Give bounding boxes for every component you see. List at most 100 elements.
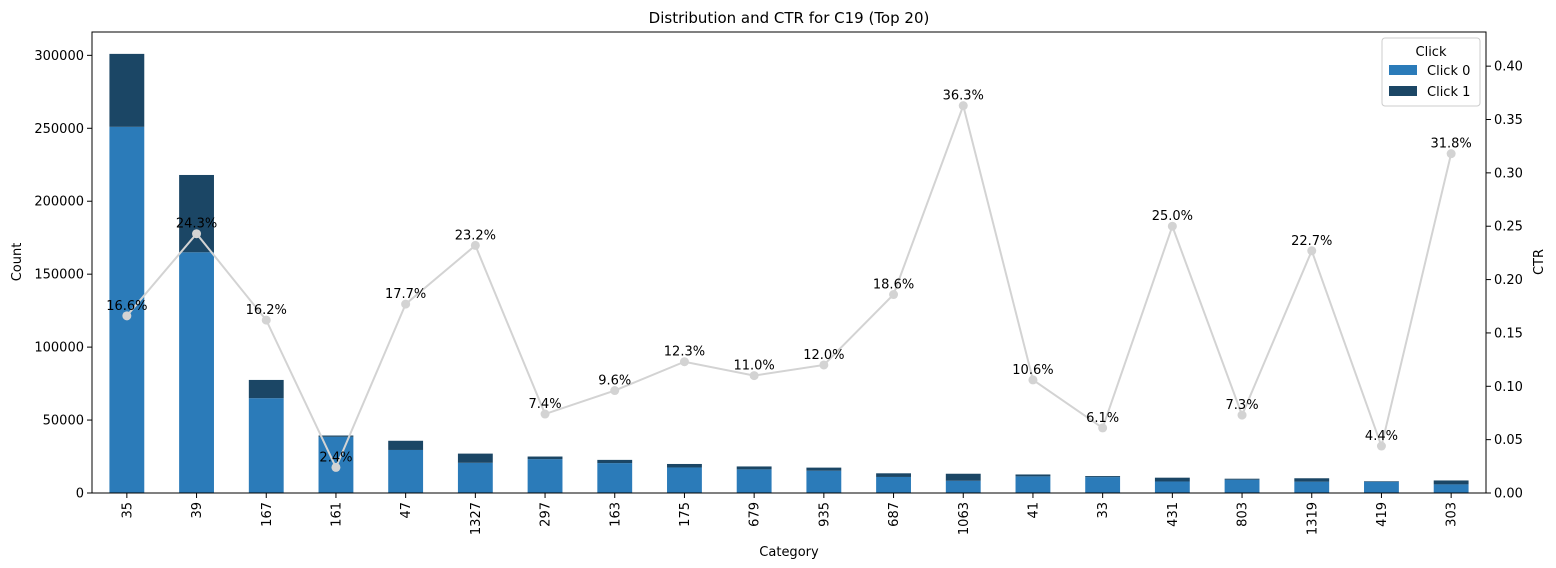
ctr-point-1327 (470, 240, 480, 250)
bar-35-click-1 (109, 53, 145, 127)
ctr-label-687: 18.6% (873, 278, 914, 293)
bar-47-click-1 (388, 440, 424, 450)
y-tick-label-100000: 100000 (34, 341, 84, 356)
legend-title: Click (1416, 45, 1447, 60)
bar-175-click-1 (667, 463, 702, 468)
bar-679-click-0 (736, 469, 772, 493)
y2-tick-label-0.3: 0.30 (1494, 166, 1523, 181)
x-tick-label-303: 303 (1445, 502, 1460, 527)
x-tick-label-175: 175 (678, 502, 693, 527)
bar-1319-click-1 (1294, 478, 1330, 482)
bar-41-click-0 (1015, 476, 1051, 493)
y2-tick-label-0.2: 0.20 (1494, 273, 1523, 288)
ctr-label-47: 17.7% (385, 287, 426, 302)
y-tick-label-50000: 50000 (43, 414, 84, 429)
ctr-label-1327: 23.2% (455, 228, 496, 243)
y2-tick-label-0.25: 0.25 (1494, 220, 1523, 235)
ctr-point-1319 (1307, 246, 1317, 256)
plot-frame (91, 31, 1487, 494)
bar-47-click-0 (388, 449, 424, 493)
ctr-point-41 (1028, 375, 1038, 385)
ctr-label-167: 16.2% (246, 303, 287, 318)
ctr-label-39: 24.3% (176, 217, 217, 232)
bar-687-click-0 (876, 476, 911, 493)
bar-419-click-0 (1364, 481, 1399, 493)
legend-label-click-1: Click 1 (1427, 85, 1470, 100)
y-tick-label-300000: 300000 (34, 49, 84, 64)
bar-175-click-0 (667, 467, 702, 493)
ctr-point-303 (1446, 149, 1456, 159)
ctr-label-175: 12.3% (664, 345, 705, 360)
x-tick-label-41: 41 (1026, 502, 1041, 519)
bar-167-click-0 (248, 398, 284, 493)
y2-tick-label-0: 0.00 (1494, 487, 1523, 502)
y-tick-label-0: 0 (76, 487, 84, 502)
x-axis-label: Category (759, 545, 819, 560)
chart-title: Distribution and CTR for C19 (Top 20) (649, 9, 930, 27)
x-tick-label-161: 161 (329, 502, 344, 527)
legend: Click Click 0 Click 1 (1381, 37, 1481, 107)
ctr-label-41: 10.6% (1012, 363, 1053, 378)
x-tick-label-679: 679 (748, 502, 763, 527)
ctr-line (126, 102, 1453, 470)
y-tick-label-250000: 250000 (34, 122, 84, 137)
x-tick-label-1319: 1319 (1305, 502, 1320, 535)
axes-layer: 0 50000 100000 150000 200000 250000 300000 0.00… (34, 31, 1523, 535)
bar-33-click-0 (1085, 477, 1121, 493)
ctr-point-35 (122, 311, 132, 321)
ctr-point-687 (889, 290, 899, 300)
ctr-point-431 (1167, 221, 1177, 231)
ctr-point-297 (540, 409, 550, 419)
y2-tick-label-0.15: 0.15 (1494, 326, 1523, 341)
legend-swatch-click-0 (1389, 65, 1417, 75)
ctr-point-161 (331, 462, 341, 472)
ctr-label-431: 25.0% (1152, 209, 1193, 224)
bar-419-click-1 (1364, 481, 1399, 482)
y2-axis-label: CTR (1532, 249, 1547, 275)
ctr-point-33 (1098, 423, 1108, 433)
x-tick-label-803: 803 (1236, 502, 1251, 527)
ctr-label-303: 31.8% (1430, 137, 1471, 152)
bar-679-click-1 (736, 466, 772, 470)
ctr-label-419: 4.4% (1365, 429, 1398, 444)
bar-1063-click-0 (945, 480, 981, 493)
x-tick-label-1327: 1327 (469, 502, 484, 535)
ctr-label-1319: 22.7% (1291, 234, 1332, 249)
ctr-point-679 (749, 371, 759, 381)
x-tick-label-163: 163 (608, 502, 623, 527)
ctr-label-33: 6.1% (1086, 411, 1119, 426)
ctr-layer: 16.6% 24.3% 16.2% 2.4% 17.7% 23.2% 7.4% 9.6% 12.… (106, 89, 1472, 472)
ctr-point-175 (679, 357, 689, 367)
bar-41-click-1 (1015, 474, 1051, 477)
ctr-point-39 (192, 229, 202, 239)
ctr-label-679: 11.0% (733, 359, 774, 374)
bar-297-click-0 (527, 459, 563, 493)
bar-431-click-0 (1154, 481, 1190, 493)
bar-303-click-0 (1433, 484, 1469, 493)
bar-1063-click-1 (945, 473, 981, 481)
ctr-label-297: 7.4% (529, 397, 562, 412)
bar-803-click-1 (1224, 478, 1260, 480)
y-tick-label-150000: 150000 (34, 268, 84, 283)
legend-label-click-0: Click 0 (1427, 64, 1470, 79)
y-axis-label: Count (10, 243, 25, 282)
bar-33-click-1 (1085, 476, 1121, 478)
bar-303-click-1 (1433, 480, 1469, 485)
bar-161-click-1 (318, 435, 354, 437)
ctr-label-161: 2.4% (319, 450, 352, 465)
y-tick-label-200000: 200000 (34, 195, 84, 210)
bar-1327-click-0 (457, 462, 493, 493)
y2-tick-label-0.4: 0.40 (1494, 60, 1523, 75)
ctr-label-1063: 36.3% (943, 89, 984, 104)
x-tick-label-419: 419 (1375, 502, 1390, 527)
x-tick-label-297: 297 (539, 502, 554, 527)
ctr-label-935: 12.0% (803, 348, 844, 363)
bar-803-click-0 (1224, 479, 1260, 493)
bar-163-click-1 (597, 459, 633, 464)
x-tick-label-39: 39 (190, 502, 205, 519)
bar-35-click-0 (109, 126, 145, 493)
bar-39-click-1 (179, 174, 214, 253)
bar-167-click-1 (248, 379, 284, 399)
